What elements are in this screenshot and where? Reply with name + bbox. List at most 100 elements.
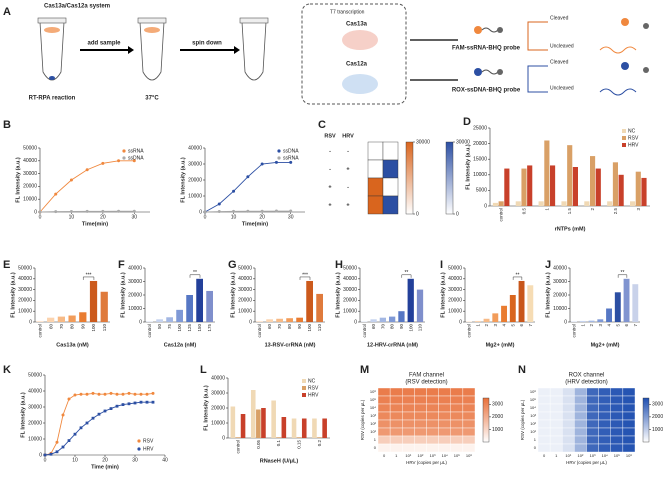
heat-cell — [574, 403, 587, 413]
cas13a-protein — [342, 30, 378, 50]
point — [274, 160, 278, 164]
point — [79, 392, 83, 396]
diagram: Cas13a/Cas12a system RT-RPA reaction add… — [29, 3, 649, 105]
heat-cell — [377, 411, 391, 421]
reaction-box — [301, 3, 407, 105]
heat-cell — [462, 387, 476, 397]
y-axis-label: FL Intensity (a.u.) — [15, 157, 21, 203]
legend-label: HRV — [308, 392, 319, 398]
x-axis-label: Mg2+ (mM) — [486, 342, 515, 348]
bar — [196, 278, 203, 322]
heat-cell — [377, 387, 391, 397]
heat-cell — [562, 411, 575, 421]
x-tick-label: 0 — [204, 214, 207, 220]
bar — [240, 414, 246, 438]
point — [69, 178, 73, 182]
significance-bracket — [617, 274, 628, 278]
point — [117, 209, 121, 213]
bar — [584, 201, 590, 206]
tube — [139, 21, 165, 81]
bar — [606, 308, 612, 322]
heat-cell — [598, 443, 611, 453]
y-tick-label: 0 — [222, 435, 225, 441]
point — [85, 392, 89, 396]
significance-label: *** — [86, 272, 92, 278]
heat-cell — [598, 435, 611, 445]
colorbar-label: 30000 — [456, 139, 470, 145]
heat-cell — [610, 443, 624, 453]
bar — [527, 165, 533, 206]
bar — [515, 201, 521, 206]
y-tick-label: 10000 — [553, 306, 567, 312]
x-tick-label: 2 — [484, 324, 489, 327]
point — [85, 168, 89, 172]
colorbar — [445, 141, 454, 215]
heat-cell — [610, 427, 624, 437]
bar — [483, 318, 490, 322]
bar — [466, 321, 472, 322]
panel-label: K — [3, 364, 11, 376]
point — [289, 160, 293, 164]
x-tick-label: 150 — [197, 324, 202, 332]
t7-label: T7 transcription — [330, 9, 365, 15]
x-tick-label: 90 — [297, 324, 302, 330]
point — [61, 413, 65, 417]
heat-cell — [562, 443, 575, 453]
heat-cell — [537, 387, 551, 397]
x-tick-label: 110 — [102, 324, 107, 332]
heat-cell — [389, 395, 403, 405]
y-tick-label: 5000 — [476, 188, 487, 194]
heat-cell — [574, 387, 587, 397]
y-tick-label: 20000 — [473, 141, 487, 147]
significance-bracket — [82, 276, 95, 280]
row-label: 0 — [534, 445, 537, 450]
probe — [599, 88, 637, 96]
heat-cell — [438, 443, 451, 453]
heat-cell — [574, 411, 587, 421]
y-tick-label: 50000 — [28, 372, 42, 378]
y-axis-label: FL Intensity (a.u.) — [20, 392, 26, 438]
significance-label: ** — [621, 270, 625, 276]
heat-cell — [610, 387, 624, 397]
heat-cell — [389, 443, 403, 453]
x-axis-label: Cas13a (nM) — [56, 342, 89, 348]
bar — [266, 319, 273, 322]
heat-cell — [377, 419, 391, 429]
y-tick-label: 40000 — [211, 375, 225, 381]
step-label: spin down — [192, 41, 222, 47]
row-sign: + — [328, 184, 331, 190]
x-tick-label: 50 — [157, 324, 162, 330]
x-tick-label: 5 — [510, 324, 515, 327]
x-tick-label: control — [257, 324, 262, 338]
bar — [407, 278, 414, 322]
x-tick-label: 100 — [307, 324, 312, 332]
heat-cell — [610, 411, 624, 421]
bar — [632, 284, 639, 322]
heat-cell — [574, 435, 587, 445]
heat-cell — [622, 419, 636, 429]
bar — [261, 408, 266, 438]
y-tick-label: 0 — [564, 319, 567, 325]
fam-dye — [621, 18, 629, 26]
heat-cell — [414, 403, 427, 413]
col-label: 10¹ — [565, 453, 571, 458]
point — [43, 453, 47, 457]
heat-cell — [537, 427, 551, 437]
bar — [618, 174, 624, 206]
heat-cell — [414, 443, 427, 453]
x-tick-label: 3 — [636, 208, 641, 211]
heat-cell — [574, 395, 587, 405]
y-tick-label: 0 — [34, 209, 37, 215]
heat-cell — [438, 411, 451, 421]
panel-label: F — [118, 259, 125, 271]
legend-label: ssRNA — [128, 148, 144, 154]
significance-bracket — [512, 276, 523, 280]
y-tick-label: 30000 — [28, 404, 42, 410]
heat-cell — [377, 443, 391, 453]
y-axis-label: FL Intensity (a.u.) — [230, 272, 236, 318]
y-tick-label: 50000 — [23, 145, 37, 151]
row-label: 10⁵ — [370, 397, 376, 402]
x-tick-label: 70 — [59, 324, 64, 330]
col-label: 1 — [555, 453, 558, 458]
heat-cell — [426, 395, 439, 405]
